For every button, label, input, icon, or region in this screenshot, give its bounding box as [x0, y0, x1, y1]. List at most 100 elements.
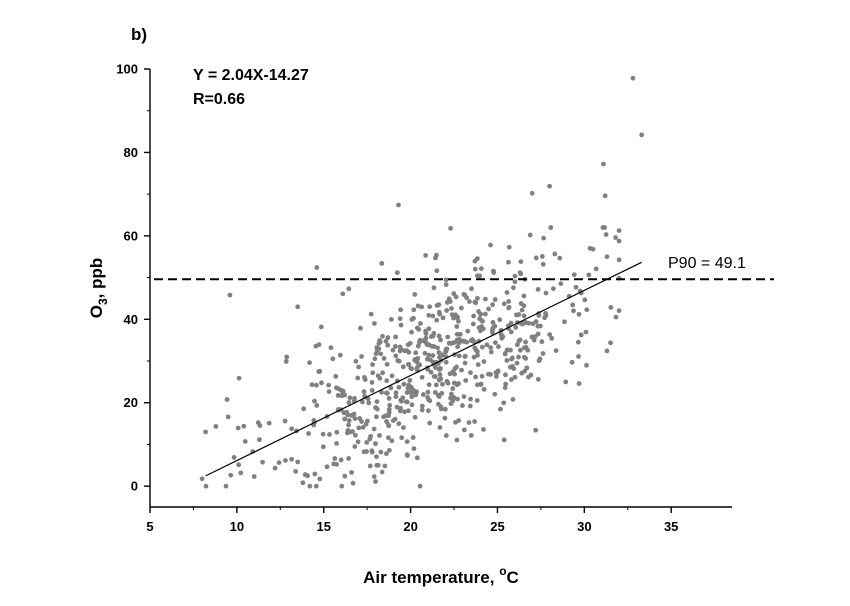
- data-point: [462, 353, 468, 359]
- data-point: [616, 308, 622, 314]
- data-point: [482, 311, 488, 317]
- data-point: [366, 400, 372, 406]
- data-point: [340, 393, 346, 398]
- data-point: [306, 431, 311, 436]
- data-point: [518, 301, 524, 306]
- data-point: [457, 331, 463, 337]
- data-point: [437, 372, 443, 377]
- data-point: [426, 352, 432, 358]
- data-point: [490, 330, 495, 335]
- data-point: [423, 335, 429, 341]
- data-point: [224, 397, 230, 402]
- data-point: [473, 347, 479, 353]
- panel-label: b): [131, 25, 147, 44]
- data-point: [371, 426, 377, 432]
- data-point: [455, 314, 461, 320]
- correlation-coefficient: R=0.66: [193, 91, 245, 108]
- data-point: [504, 358, 510, 363]
- data-point: [514, 360, 520, 366]
- data-point: [373, 441, 378, 447]
- data-point: [404, 439, 410, 444]
- data-point: [355, 375, 361, 381]
- data-point: [413, 350, 419, 356]
- data-point: [506, 244, 512, 250]
- data-point: [462, 292, 468, 298]
- data-point: [503, 381, 509, 387]
- data-point: [414, 365, 420, 370]
- data-point: [478, 328, 483, 334]
- data-point: [512, 374, 518, 380]
- data-point: [529, 190, 535, 196]
- data-point: [317, 369, 322, 375]
- data-point: [426, 408, 431, 414]
- data-point: [307, 360, 312, 366]
- data-point: [488, 242, 493, 248]
- data-point: [411, 446, 417, 452]
- data-point: [442, 415, 448, 421]
- y-tick-label: 40: [124, 312, 138, 327]
- data-point: [440, 381, 445, 387]
- y-axis-title-rest: , ppb: [87, 258, 106, 299]
- data-point: [370, 362, 375, 367]
- x-tick-label: 35: [664, 519, 678, 534]
- data-point: [396, 202, 401, 208]
- data-point: [411, 315, 416, 321]
- data-point: [379, 261, 385, 266]
- data-point: [434, 268, 440, 274]
- data-point: [603, 232, 609, 237]
- data-point: [351, 411, 357, 417]
- data-point: [392, 344, 398, 349]
- data-point: [394, 404, 400, 410]
- data-point: [312, 471, 318, 477]
- data-point: [438, 366, 443, 371]
- data-point: [225, 414, 231, 420]
- data-point: [526, 374, 531, 380]
- data-point: [488, 349, 494, 355]
- data-point: [583, 329, 589, 335]
- data-point: [443, 277, 449, 283]
- data-point: [380, 370, 386, 376]
- data-point: [367, 463, 373, 469]
- data-point: [434, 252, 439, 258]
- x-tick-label: 5: [146, 519, 153, 534]
- data-point: [474, 398, 480, 403]
- data-point: [502, 351, 508, 357]
- data-point: [448, 225, 453, 231]
- data-point: [384, 378, 390, 384]
- data-point: [492, 340, 498, 346]
- data-point: [228, 472, 234, 478]
- data-point: [398, 346, 404, 352]
- data-point: [454, 437, 460, 443]
- data-point: [401, 381, 407, 387]
- data-point: [404, 390, 410, 395]
- data-point: [472, 266, 478, 272]
- data-point: [352, 396, 357, 401]
- data-point: [463, 378, 469, 383]
- data-point: [393, 390, 399, 396]
- data-point: [331, 461, 337, 467]
- data-point: [540, 351, 546, 356]
- data-point: [493, 370, 499, 375]
- data-point: [241, 423, 247, 429]
- data-point: [326, 389, 332, 395]
- data-point: [481, 427, 486, 432]
- data-point: [419, 304, 425, 310]
- data-point: [426, 326, 432, 332]
- data-point: [496, 344, 501, 350]
- data-point: [334, 385, 339, 391]
- data-point: [575, 339, 581, 345]
- data-point: [475, 352, 480, 358]
- data-point: [517, 337, 523, 343]
- data-point: [374, 414, 379, 420]
- data-point: [436, 350, 442, 355]
- data-point: [573, 284, 579, 290]
- data-point: [460, 403, 465, 408]
- data-point: [447, 299, 453, 304]
- data-point: [448, 401, 454, 407]
- data-point: [483, 296, 488, 302]
- data-point: [242, 439, 248, 444]
- data-point: [470, 321, 476, 327]
- x-axis-title-main: Air temperature,: [363, 568, 499, 587]
- y-axis-title-main: O: [87, 305, 106, 318]
- data-point: [523, 355, 529, 361]
